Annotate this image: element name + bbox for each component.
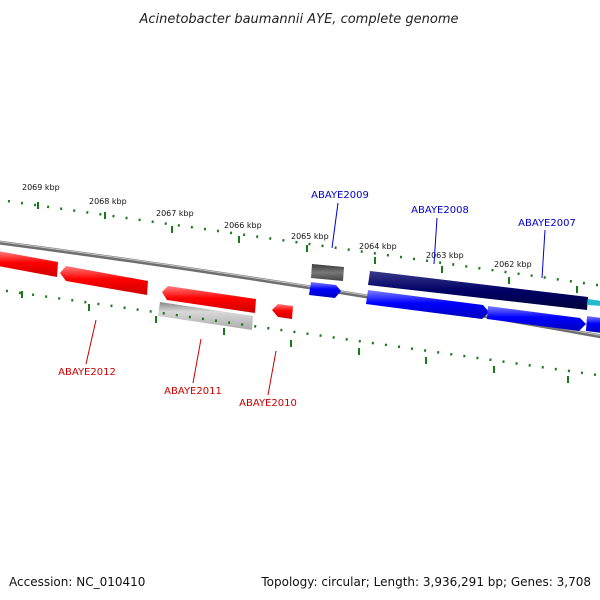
gene-labels-top: ABAYE2009 ABAYE2008 ABAYE2007 <box>311 190 576 229</box>
gene-leader-lines <box>85 202 546 396</box>
leader-ABAYE2007 <box>541 229 546 279</box>
upper-scale-dots <box>7 199 600 288</box>
kbp-label: 2067 kbp <box>156 209 194 218</box>
gene-label-ABAYE2011[interactable]: ABAYE2011 <box>164 386 222 397</box>
kbp-labels: 2069 kbp 2068 kbp 2067 kbp 2066 kbp 2065… <box>22 183 532 269</box>
genome-summary: Topology: circular; Length: 3,936,291 bp… <box>260 575 591 589</box>
leader-ABAYE2012 <box>85 319 97 365</box>
gene-label-ABAYE2010[interactable]: ABAYE2010 <box>239 398 297 409</box>
lower-scale-ruler <box>5 289 600 378</box>
lower-scale-dots <box>5 289 600 378</box>
lower-major-ticks <box>21 291 569 383</box>
kbp-label: 2066 kbp <box>224 221 262 230</box>
gene-ABAYE2009-dark-grey[interactable] <box>311 264 344 281</box>
forward-strand-genes <box>309 264 600 333</box>
reverse-strand-genes <box>0 251 293 330</box>
leader-ABAYE2008 <box>433 217 438 265</box>
upper-scale-ruler <box>7 199 600 288</box>
gene-label-ABAYE2007[interactable]: ABAYE2007 <box>518 218 576 229</box>
gene-ABAYE2010-red[interactable] <box>272 304 293 319</box>
kbp-label: 2064 kbp <box>359 242 397 251</box>
leader-ABAYE2011 <box>192 338 202 384</box>
upper-major-ticks <box>37 202 578 293</box>
gene-labels-bottom: ABAYE2012 ABAYE2011 ABAYE2010 <box>58 367 297 409</box>
gene-ABAYE2011-red[interactable] <box>162 286 256 313</box>
gene-ABAYE2009-blue[interactable] <box>309 282 341 298</box>
gene-label-ABAYE2008[interactable]: ABAYE2008 <box>411 205 469 216</box>
gene-ABAYE2013-red[interactable] <box>0 251 58 277</box>
gene-ABAYE2012-red[interactable] <box>60 266 148 295</box>
gene-label-ABAYE2012[interactable]: ABAYE2012 <box>58 367 116 378</box>
kbp-label: 2062 kbp <box>494 260 532 269</box>
kbp-label: 2069 kbp <box>22 183 60 192</box>
leader-ABAYE2009 <box>331 202 339 249</box>
gene-ABAYE2008-blue[interactable] <box>366 290 489 319</box>
kbp-label: 2068 kbp <box>89 197 127 206</box>
gene-label-ABAYE2009[interactable]: ABAYE2009 <box>311 190 369 201</box>
gene-ABAYE2008-navy[interactable] <box>368 271 588 310</box>
accession-label: Accession: NC_010410 <box>9 575 145 589</box>
kbp-label: 2063 kbp <box>426 251 464 260</box>
kbp-label: 2065 kbp <box>291 232 329 241</box>
gene-edge-cyan[interactable] <box>588 299 600 306</box>
genome-title: Acinetobacter baumannii AYE, complete ge… <box>138 12 458 27</box>
gene-edge-blue[interactable] <box>586 316 600 333</box>
leader-ABAYE2010 <box>267 350 277 396</box>
gene-ABAYE2007-blue[interactable] <box>487 306 586 331</box>
